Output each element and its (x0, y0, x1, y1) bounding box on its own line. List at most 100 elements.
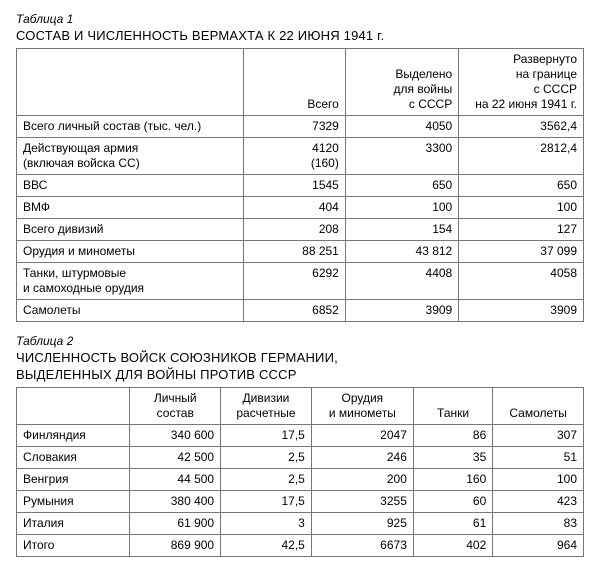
t2-h5: Самолеты (493, 387, 584, 424)
t2-r3-v1: 17,5 (221, 490, 312, 512)
table2-label: Таблица 2 (16, 334, 584, 348)
t1-h2: Выделенодля войныс СССР (345, 49, 458, 116)
t1-r7-v2: 3909 (459, 300, 584, 322)
t2-r4-v4: 83 (493, 512, 584, 534)
t2-r2-v0: 44 500 (130, 468, 221, 490)
table-row: Орудия и минометы 88 251 43 812 37 099 (17, 241, 584, 263)
t2-r4-v0: 61 900 (130, 512, 221, 534)
t2-r5-v2: 6673 (311, 534, 413, 556)
table-row: Венгрия 44 500 2,5 200 160 100 (17, 468, 584, 490)
t2-r3-v2: 3255 (311, 490, 413, 512)
t1-r4-v2: 127 (459, 219, 584, 241)
t2-r2-v3: 160 (413, 468, 492, 490)
table2-title: ЧИСЛЕННОСТЬ ВОЙСК СОЮЗНИКОВ ГЕРМАНИИ,ВЫД… (16, 350, 584, 383)
table-row: Самолеты 6852 3909 3909 (17, 300, 584, 322)
table-row: Всего личный состав (тыс. чел.) 7329 405… (17, 116, 584, 138)
t1-r1-v1: 3300 (345, 138, 458, 175)
t1-r0-label: Всего личный состав (тыс. чел.) (17, 116, 244, 138)
t1-r0-v2: 3562,4 (459, 116, 584, 138)
t1-r5-label: Орудия и минометы (17, 241, 244, 263)
t1-r7-v1: 3909 (345, 300, 458, 322)
t1-r3-v2: 100 (459, 197, 584, 219)
t1-r3-label: ВМФ (17, 197, 244, 219)
t2-h3: Орудияи минометы (311, 387, 413, 424)
t2-r1-v3: 35 (413, 446, 492, 468)
t1-r7-v0: 6852 (243, 300, 345, 322)
table-row: Румыния 380 400 17,5 3255 60 423 (17, 490, 584, 512)
t2-r5-v0: 869 900 (130, 534, 221, 556)
table-row: ВВС 1545 650 650 (17, 175, 584, 197)
t2-r4-v2: 925 (311, 512, 413, 534)
table-row: Действующая армия(включая войска СС) 412… (17, 138, 584, 175)
table-row: Финляндия 340 600 17,5 2047 86 307 (17, 424, 584, 446)
t2-h1: Личныйсостав (130, 387, 221, 424)
t1-h1: Всего (243, 49, 345, 116)
table1-label: Таблица 1 (16, 12, 584, 26)
t1-r4-v0: 208 (243, 219, 345, 241)
t2-r0-label: Финляндия (17, 424, 130, 446)
t1-r0-v1: 4050 (345, 116, 458, 138)
t2-r1-v2: 246 (311, 446, 413, 468)
table1-body: Всего личный состав (тыс. чел.) 7329 405… (17, 116, 584, 322)
t2-r2-v4: 100 (493, 468, 584, 490)
t1-r5-v2: 37 099 (459, 241, 584, 263)
t1-r3-v0: 404 (243, 197, 345, 219)
t1-r1-v2: 2812,4 (459, 138, 584, 175)
t2-r4-label: Италия (17, 512, 130, 534)
t1-r2-v2: 650 (459, 175, 584, 197)
t2-r1-v4: 51 (493, 446, 584, 468)
t1-r1-v0: 4120(160) (243, 138, 345, 175)
t1-r5-v0: 88 251 (243, 241, 345, 263)
table2: Личныйсостав Дивизиирасчетные Орудияи ми… (16, 387, 584, 557)
t2-r0-v3: 86 (413, 424, 492, 446)
t2-h2: Дивизиирасчетные (221, 387, 312, 424)
table1-header-row: Всего Выделенодля войныс СССР Развернуто… (17, 49, 584, 116)
t2-r4-v3: 61 (413, 512, 492, 534)
t1-r6-v2: 4058 (459, 263, 584, 300)
t1-r1-label: Действующая армия(включая войска СС) (17, 138, 244, 175)
table-row: Италия 61 900 3 925 61 83 (17, 512, 584, 534)
table1: Всего Выделенодля войныс СССР Развернуто… (16, 48, 584, 322)
t1-r4-v1: 154 (345, 219, 458, 241)
t2-r0-v1: 17,5 (221, 424, 312, 446)
t1-r4-label: Всего дивизий (17, 219, 244, 241)
t2-r1-v0: 42 500 (130, 446, 221, 468)
t1-r2-label: ВВС (17, 175, 244, 197)
table-row: Словакия 42 500 2,5 246 35 51 (17, 446, 584, 468)
t1-r0-v0: 7329 (243, 116, 345, 138)
table2-body: Финляндия 340 600 17,5 2047 86 307 Слова… (17, 424, 584, 556)
t2-h4: Танки (413, 387, 492, 424)
t2-r3-v0: 380 400 (130, 490, 221, 512)
t2-r3-v3: 60 (413, 490, 492, 512)
t1-r6-v1: 4408 (345, 263, 458, 300)
t2-r5-v4: 964 (493, 534, 584, 556)
t1-r7-label: Самолеты (17, 300, 244, 322)
t2-r1-v1: 2,5 (221, 446, 312, 468)
t1-r6-label: Танки, штурмовыеи самоходные орудия (17, 263, 244, 300)
t1-r2-v1: 650 (345, 175, 458, 197)
t1-r3-v1: 100 (345, 197, 458, 219)
t2-r2-label: Венгрия (17, 468, 130, 490)
t2-r0-v4: 307 (493, 424, 584, 446)
t2-r5-v3: 402 (413, 534, 492, 556)
t1-r2-v0: 1545 (243, 175, 345, 197)
t2-r2-v1: 2,5 (221, 468, 312, 490)
table2-header-row: Личныйсостав Дивизиирасчетные Орудияи ми… (17, 387, 584, 424)
t2-r3-v4: 423 (493, 490, 584, 512)
t1-r5-v1: 43 812 (345, 241, 458, 263)
t2-h0 (17, 387, 130, 424)
t2-r4-v1: 3 (221, 512, 312, 534)
t1-h3: Развернутона границес СССРна 22 июня 194… (459, 49, 584, 116)
table-row: Танки, штурмовыеи самоходные орудия 6292… (17, 263, 584, 300)
t1-r6-v0: 6292 (243, 263, 345, 300)
t2-r1-label: Словакия (17, 446, 130, 468)
t2-r0-v2: 2047 (311, 424, 413, 446)
t2-r5-v1: 42,5 (221, 534, 312, 556)
t2-r5-label: Итого (17, 534, 130, 556)
table-row: ВМФ 404 100 100 (17, 197, 584, 219)
t2-r3-label: Румыния (17, 490, 130, 512)
t1-h0 (17, 49, 244, 116)
table-row: Всего дивизий 208 154 127 (17, 219, 584, 241)
t2-r0-v0: 340 600 (130, 424, 221, 446)
table-row: Итого 869 900 42,5 6673 402 964 (17, 534, 584, 556)
